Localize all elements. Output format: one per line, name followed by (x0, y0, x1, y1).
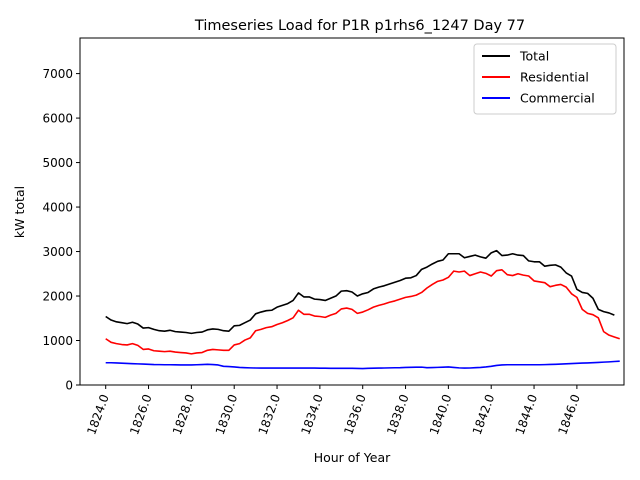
chart-title: Timeseries Load for P1R p1rhs6_1247 Day … (194, 18, 525, 34)
y-tick-label: 0 (65, 379, 73, 393)
legend-label-residential: Residential (520, 70, 589, 85)
plot-area (105, 249, 620, 370)
y-tick-label: 6000 (42, 112, 73, 126)
y-tick-label: 1000 (42, 334, 73, 348)
legend-label-total: Total (519, 49, 549, 64)
y-tick-label: 4000 (42, 201, 73, 215)
series-line-residential (105, 268, 620, 355)
y-axis: 0 1000 2000 3000 4000 5000 6000 7000 (42, 67, 80, 393)
series-line-commercial (105, 360, 620, 370)
legend-box (473, 43, 617, 115)
y-tick-label: 3000 (42, 245, 73, 259)
x-axis-label: Hour of Year (314, 450, 391, 465)
y-tick-label: 5000 (42, 156, 73, 170)
plot-frame (79, 37, 625, 386)
y-tick-label: 2000 (42, 290, 73, 304)
y-tick-label: 7000 (42, 67, 73, 81)
legend-label-commercial: Commercial (520, 91, 595, 106)
y-axis-label: kW total (12, 186, 27, 238)
legend: Total Residential Commercial (473, 43, 617, 115)
series-line-total (105, 249, 615, 335)
